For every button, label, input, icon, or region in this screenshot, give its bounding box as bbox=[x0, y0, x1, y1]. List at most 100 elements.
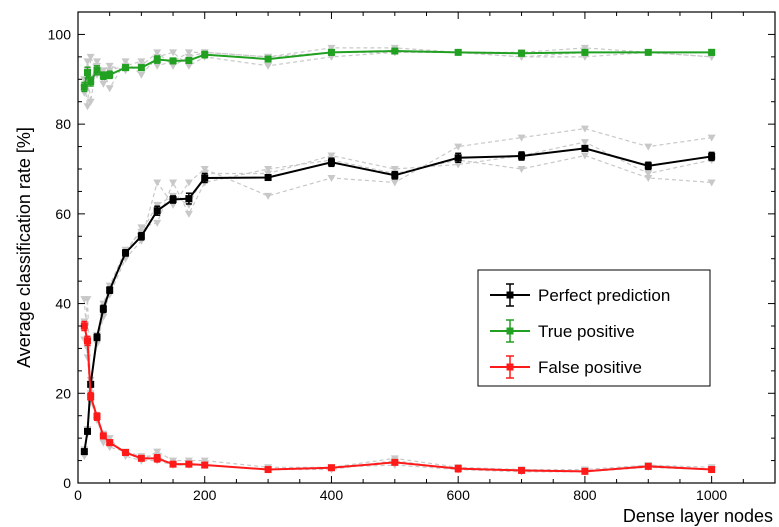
data-point bbox=[80, 83, 88, 91]
x-tick-label: 400 bbox=[320, 487, 344, 503]
background-run-marker bbox=[86, 98, 95, 106]
background-run-marker bbox=[454, 143, 463, 151]
y-tick-label: 20 bbox=[55, 385, 71, 401]
x-axis-label: Dense layer nodes bbox=[623, 506, 773, 526]
background-run-marker bbox=[200, 457, 209, 465]
background-run-marker bbox=[153, 219, 162, 227]
data-point bbox=[99, 72, 107, 80]
data-point bbox=[137, 454, 145, 462]
background-run-marker bbox=[137, 71, 146, 79]
x-tick-label: 800 bbox=[573, 487, 597, 503]
data-point bbox=[122, 64, 130, 72]
background-run-marker bbox=[580, 125, 589, 133]
data-point bbox=[153, 207, 161, 215]
x-tick-label: 600 bbox=[447, 487, 471, 503]
y-tick-label: 0 bbox=[63, 475, 71, 491]
background-run-marker bbox=[264, 192, 273, 200]
x-tick-label: 200 bbox=[193, 487, 217, 503]
background-run-marker bbox=[169, 49, 178, 57]
background-run-marker bbox=[99, 439, 108, 447]
data-point bbox=[327, 158, 335, 166]
background-run-marker bbox=[121, 58, 130, 66]
background-run-marker bbox=[184, 210, 193, 218]
background-run-marker bbox=[644, 143, 653, 151]
data-point bbox=[581, 467, 589, 475]
series-false-positive bbox=[80, 320, 716, 475]
background-run-marker bbox=[153, 179, 162, 187]
data-point bbox=[106, 286, 114, 294]
data-point bbox=[518, 466, 526, 474]
data-point bbox=[106, 71, 114, 79]
background-run-marker bbox=[153, 62, 162, 70]
y-tick-label: 80 bbox=[55, 116, 71, 132]
data-point bbox=[185, 195, 193, 203]
background-run-marker bbox=[169, 62, 178, 70]
data-point bbox=[153, 454, 161, 462]
data-point bbox=[201, 174, 209, 182]
background-run-marker bbox=[517, 134, 526, 142]
data-point bbox=[644, 48, 652, 56]
legend-label: Perfect prediction bbox=[538, 286, 670, 305]
data-point bbox=[644, 162, 652, 170]
data-point bbox=[153, 56, 161, 64]
data-point bbox=[99, 432, 107, 440]
data-point bbox=[201, 51, 209, 59]
data-point bbox=[185, 460, 193, 468]
background-run-marker bbox=[137, 58, 146, 66]
background-run-marker bbox=[83, 103, 92, 111]
data-point bbox=[708, 466, 716, 474]
background-run-marker bbox=[390, 166, 399, 173]
data-point bbox=[454, 48, 462, 56]
data-point bbox=[169, 196, 177, 204]
data-point bbox=[169, 57, 177, 65]
background-run-marker bbox=[644, 170, 653, 178]
data-point bbox=[99, 305, 107, 313]
background-run-marker bbox=[184, 62, 193, 70]
background-run-line bbox=[83, 47, 712, 102]
data-point bbox=[87, 392, 95, 400]
y-tick-label: 40 bbox=[55, 296, 71, 312]
background-run-marker bbox=[86, 53, 95, 61]
background-run-marker bbox=[83, 296, 92, 304]
background-run-marker bbox=[707, 134, 716, 142]
data-point bbox=[87, 78, 95, 86]
legend-marker bbox=[506, 291, 514, 299]
series-line bbox=[83, 147, 712, 452]
data-point bbox=[169, 460, 177, 468]
data-point bbox=[327, 48, 335, 56]
data-point bbox=[185, 56, 193, 64]
data-point bbox=[708, 152, 716, 160]
data-point bbox=[518, 49, 526, 57]
background-run-marker bbox=[390, 179, 399, 187]
data-point bbox=[518, 152, 526, 160]
y-tick-label: 100 bbox=[48, 26, 72, 42]
legend-label: True positive bbox=[538, 322, 635, 341]
background-run-marker bbox=[264, 170, 273, 178]
legend-label: False positive bbox=[538, 358, 642, 377]
background-run-marker bbox=[105, 85, 114, 93]
data-point bbox=[137, 232, 145, 240]
data-point bbox=[581, 48, 589, 56]
data-point bbox=[201, 461, 209, 469]
background-run-marker bbox=[83, 58, 92, 66]
data-point bbox=[93, 413, 101, 421]
data-point bbox=[106, 439, 114, 447]
y-axis-label: Average classification rate [%] bbox=[14, 127, 34, 368]
data-point bbox=[391, 171, 399, 179]
background-run-marker bbox=[105, 435, 114, 443]
data-point bbox=[708, 48, 716, 56]
data-point bbox=[80, 448, 88, 456]
background-run-marker bbox=[137, 224, 146, 232]
background-run-line bbox=[83, 51, 712, 89]
data-point bbox=[84, 337, 92, 345]
background-run-marker bbox=[153, 49, 162, 57]
background-run-marker bbox=[153, 448, 162, 456]
background-run-marker bbox=[184, 49, 193, 57]
background-run-marker bbox=[200, 166, 209, 173]
y-tick-label: 60 bbox=[55, 206, 71, 222]
data-point bbox=[264, 466, 272, 474]
background-run-marker bbox=[93, 58, 102, 66]
legend-marker bbox=[506, 327, 514, 335]
data-point bbox=[644, 462, 652, 470]
legend-item: False positive bbox=[490, 355, 642, 379]
